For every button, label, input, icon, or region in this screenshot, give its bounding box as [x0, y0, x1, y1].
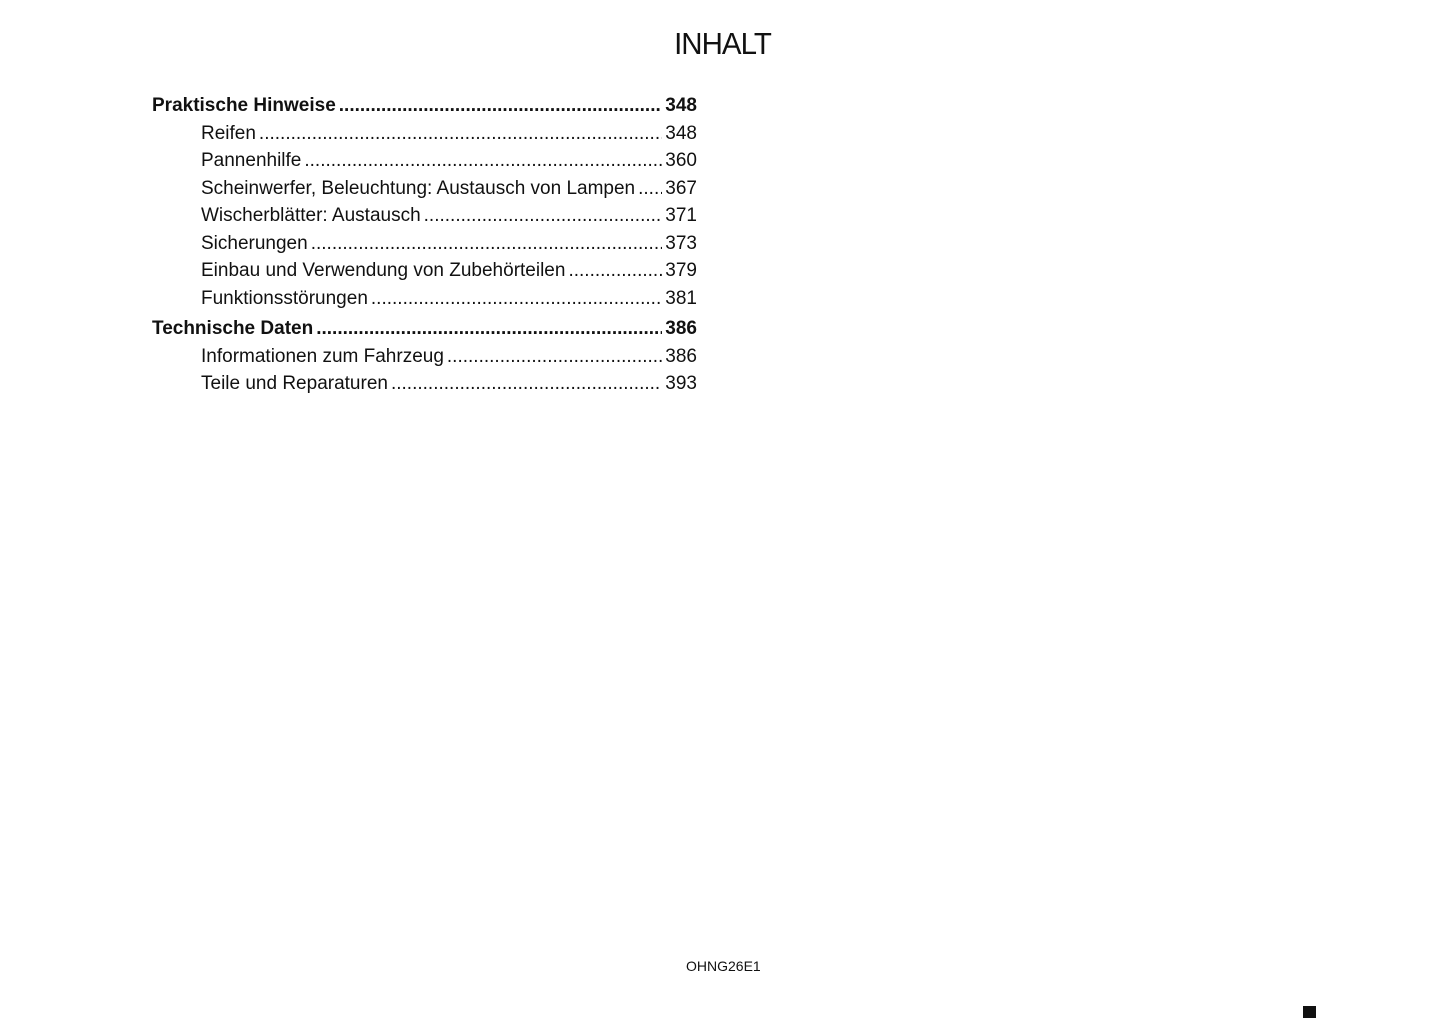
page-edge-marker — [1303, 1006, 1316, 1018]
toc-page-number: 386 — [665, 318, 697, 339]
dot-leader — [447, 343, 662, 371]
dot-leader — [311, 230, 663, 258]
toc-entry[interactable]: Sicherungen 373 — [152, 230, 697, 258]
toc-page-number: 393 — [665, 373, 697, 394]
dot-leader — [304, 147, 662, 175]
toc-label: Einbau und Verwendung von Zubehörteilen — [201, 260, 566, 281]
toc-label: Reifen — [201, 122, 256, 144]
dot-leader — [259, 120, 662, 148]
toc-label: Technische Daten — [152, 318, 314, 339]
toc-entry[interactable]: Reifen 348 — [152, 120, 697, 148]
toc-page-number: 381 — [665, 287, 697, 309]
toc-section[interactable]: Technische Daten 386 — [152, 315, 697, 343]
toc-page-number: 379 — [665, 260, 697, 281]
dot-leader — [568, 257, 662, 285]
toc-label: Pannenhilfe — [201, 150, 302, 171]
toc-entry[interactable]: Einbau und Verwendung von Zubehörteilen 3… — [152, 257, 697, 285]
toc-label: Teile und Reparaturen — [201, 373, 388, 394]
dot-leader — [424, 202, 663, 230]
table-of-contents: Praktische Hinweise 348 Reifen 348 Pannenhil… — [152, 92, 697, 398]
toc-page-number: 371 — [665, 205, 697, 226]
toc-label: Wischerblätter: Austausch — [201, 205, 421, 226]
page-title: INHALT — [674, 26, 772, 61]
toc-entry[interactable]: Funktionsstörungen 381 — [152, 285, 697, 313]
toc-page-number: 386 — [665, 345, 697, 367]
toc-entry[interactable]: Wischerblätter: Austausch 371 — [152, 202, 697, 230]
toc-label: Scheinwerfer, Beleuchtung: Austausch von… — [201, 177, 636, 199]
toc-label: Praktische Hinweise — [152, 95, 336, 116]
document-code: OHNG26E1 — [686, 958, 761, 974]
toc-entry[interactable]: Pannenhilfe 360 — [152, 147, 697, 175]
dot-leader — [371, 285, 662, 313]
toc-label: Sicherungen — [201, 232, 308, 254]
toc-entry[interactable]: Teile und Reparaturen 393 — [152, 370, 697, 398]
toc-page-number: 348 — [665, 122, 697, 144]
dot-leader — [339, 92, 663, 120]
toc-section[interactable]: Praktische Hinweise 348 — [152, 92, 697, 120]
dot-leader — [638, 175, 662, 203]
dot-leader — [391, 370, 662, 398]
toc-entry[interactable]: Scheinwerfer, Beleuchtung: Austausch von… — [152, 175, 697, 203]
toc-page-number: 367 — [665, 177, 697, 199]
toc-label: Funktionsstörungen — [201, 287, 368, 309]
toc-page-number: 373 — [665, 232, 697, 254]
toc-label: Informationen zum Fahrzeug — [201, 345, 444, 367]
toc-entry[interactable]: Informationen zum Fahrzeug 386 — [152, 343, 697, 371]
toc-page-number: 348 — [665, 95, 697, 116]
dot-leader — [316, 315, 662, 343]
toc-page-number: 360 — [665, 150, 697, 171]
